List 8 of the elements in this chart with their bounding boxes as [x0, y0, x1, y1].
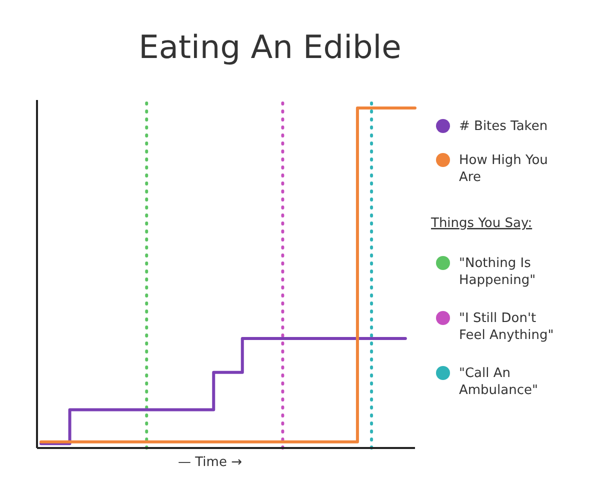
x-axis-title: — Time →: [178, 455, 242, 470]
legend-label: # Bites Taken: [459, 119, 548, 134]
text: "Nothing Is Happening": [459, 256, 536, 288]
legend-label: How High You Are: [459, 153, 548, 185]
text: Things You Say:: [430, 216, 532, 231]
text: "Call An Ambulance": [459, 366, 538, 398]
text: "I Still Don't Feel Anything": [459, 311, 554, 343]
chart-title: Eating An Edible: [138, 28, 402, 66]
